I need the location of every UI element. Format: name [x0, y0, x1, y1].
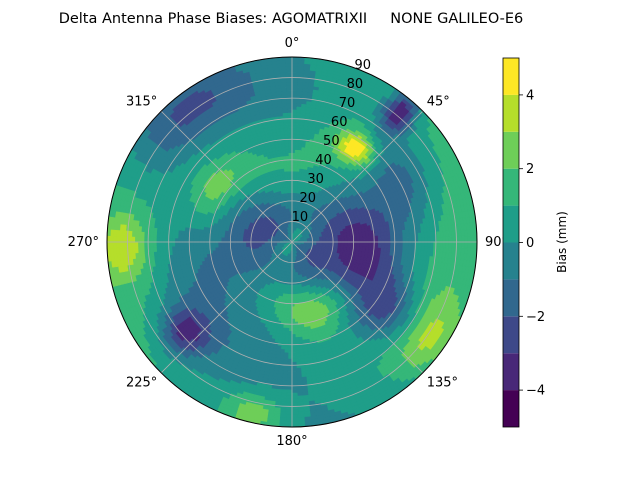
contour-cell — [291, 324, 296, 329]
contour-cell — [288, 324, 293, 329]
contour-cell — [214, 244, 219, 248]
contour-cell — [211, 244, 216, 248]
contour-cell — [374, 238, 379, 243]
contour-cell — [205, 244, 210, 249]
contour-cell — [288, 164, 293, 169]
contour-cell — [211, 241, 216, 246]
contour-fill — [107, 57, 477, 427]
contour-cell — [211, 238, 216, 243]
contour-cell — [368, 241, 373, 246]
contour-cell — [294, 318, 298, 323]
contour-cell — [286, 161, 290, 166]
contour-cell — [288, 158, 293, 163]
contour-cell — [294, 315, 298, 320]
contour-cell — [208, 241, 213, 246]
contour-cell — [291, 321, 296, 326]
polar-plot: 0°45°90°135°180°225°270°315° 10203040506… — [68, 36, 508, 449]
contour-cell — [362, 236, 367, 240]
contour-cell — [286, 167, 290, 172]
contour-cell — [217, 244, 222, 248]
contour-cell — [291, 161, 296, 166]
contour-cell — [371, 238, 376, 243]
contour-cell — [214, 241, 219, 246]
contour-cell — [365, 238, 370, 243]
contour-cell — [291, 315, 296, 320]
contour-cell — [288, 318, 293, 323]
contour-cell — [205, 241, 210, 246]
contour-cell — [294, 312, 298, 317]
contour-cell — [291, 164, 296, 169]
contour-cell — [291, 318, 296, 323]
contour-cell — [214, 238, 219, 243]
contour-cell — [291, 155, 296, 160]
contour-cell — [371, 241, 376, 246]
contour-cell — [288, 161, 293, 166]
contour-cell — [208, 238, 213, 243]
contour-cell — [294, 321, 299, 326]
contour-cell — [368, 238, 373, 243]
contour-cell — [291, 158, 296, 163]
contour-cell — [288, 321, 293, 326]
contour-cell — [294, 324, 299, 329]
contour-cell — [365, 236, 370, 240]
chart-title: Delta Antenna Phase Biases: AGOMATRIXII … — [59, 11, 524, 27]
contour-cell — [368, 236, 373, 240]
contour-cell — [208, 244, 213, 249]
contour-cell — [285, 158, 290, 163]
contour-cell — [205, 238, 210, 243]
contour-cell — [365, 241, 370, 246]
contour-cell — [286, 164, 290, 169]
contour-cell — [374, 235, 379, 240]
contour-cell — [371, 235, 376, 240]
contour-cell — [288, 315, 293, 320]
contour-cell — [374, 241, 379, 246]
